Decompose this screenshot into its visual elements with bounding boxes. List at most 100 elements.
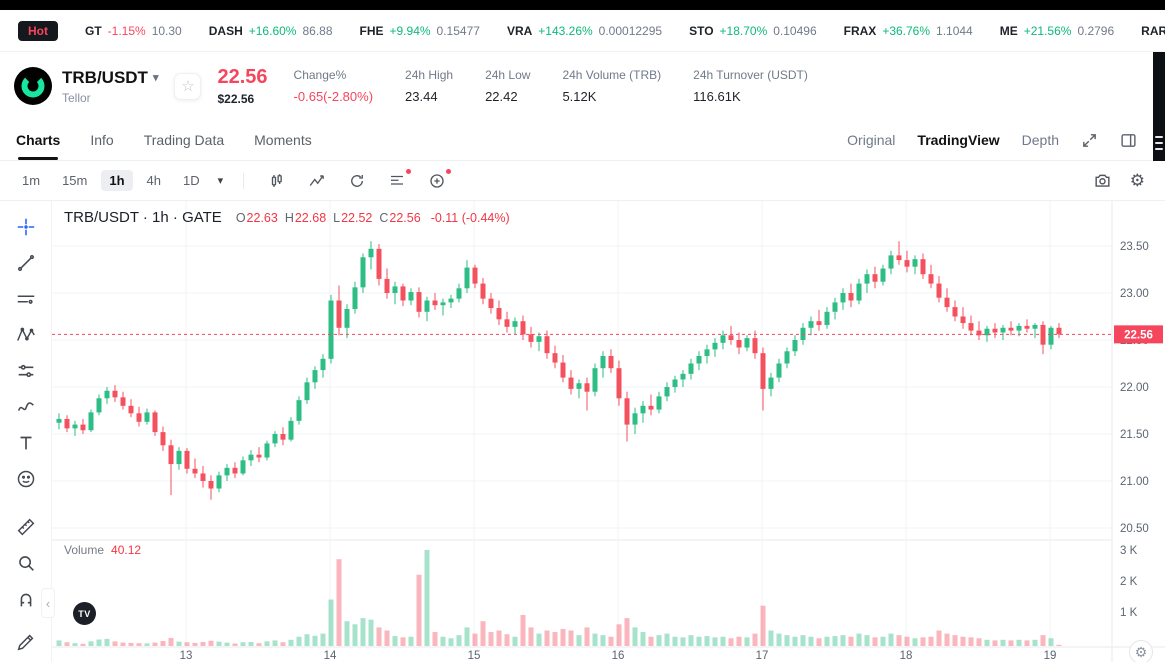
interval-1m[interactable]: 1m — [22, 173, 41, 188]
ticker-change: +16.60% — [248, 23, 297, 38]
sidebar-collapse-handle[interactable]: ‹ — [41, 588, 55, 618]
volume-bar — [72, 643, 78, 646]
zoom-tool-icon[interactable] — [12, 549, 40, 577]
interval-4h[interactable]: 4h — [146, 173, 161, 188]
interval-1h[interactable]: 1h — [101, 170, 133, 191]
main-tabs: Charts Info Trading Data Moments — [16, 120, 342, 160]
tab-moments[interactable]: Moments — [254, 132, 312, 148]
ticker-item-frax[interactable]: FRAX +36.76% 1.1044 — [844, 24, 973, 38]
candle-body — [928, 274, 934, 284]
hamburger-icon[interactable] — [1155, 136, 1163, 154]
ticker-item-fhe[interactable]: FHE +9.94% 0.15477 — [360, 24, 480, 38]
settings-gear-icon[interactable]: ⚙ — [1129, 171, 1145, 190]
volume-bar — [696, 636, 702, 646]
volume-bar — [624, 618, 630, 646]
pair-selector[interactable]: TRB/USDT ▾ — [62, 68, 158, 88]
candle-body — [720, 335, 726, 343]
candle-body — [744, 338, 750, 348]
volume-bar — [352, 624, 358, 646]
volume-bar — [312, 635, 318, 646]
candle-body — [856, 283, 862, 301]
ticker-item-dash[interactable]: DASH +16.60% 86.88 — [209, 24, 333, 38]
xabcd-pattern-tool-icon[interactable] — [12, 321, 40, 349]
candle-body — [464, 267, 470, 289]
indicators-icon[interactable] — [300, 172, 334, 190]
ticker-symbol: STO — [689, 23, 714, 38]
candle-body — [696, 355, 702, 364]
ticker-item-me[interactable]: ME +21.56% 0.2796 — [1000, 24, 1114, 38]
volume-bar — [608, 636, 614, 646]
pair-block: TRB/USDT ▾ Tellor — [62, 68, 158, 105]
candle-body — [136, 413, 142, 422]
candle-body — [912, 259, 918, 267]
time-axis-label: 14 — [324, 650, 337, 662]
emoji-tool-icon[interactable] — [12, 465, 40, 493]
candle-body — [424, 300, 430, 312]
view-option-depth[interactable]: Depth — [1021, 132, 1059, 148]
volume-axis-label: 1 K — [1120, 607, 1138, 619]
add-indicator-icon[interactable] — [420, 168, 454, 190]
volume-bar — [992, 640, 998, 646]
hot-badge[interactable]: Hot — [18, 20, 58, 41]
trend-line-tool-icon[interactable] — [12, 249, 40, 277]
time-axis-label: 16 — [612, 650, 625, 662]
volume-bar — [168, 637, 174, 646]
interval-15m[interactable]: 15m — [62, 173, 88, 188]
volume-bar — [88, 641, 94, 646]
volume-bar — [488, 632, 494, 646]
ticker-item-vra[interactable]: VRA +143.26% 0.00012295 — [507, 24, 662, 38]
stat-value: 23.44 — [405, 89, 438, 104]
volume-bar — [808, 636, 814, 646]
brush-tool-icon[interactable] — [12, 393, 40, 421]
candle-body — [184, 450, 190, 469]
volume-bar — [96, 639, 102, 646]
refresh-icon[interactable] — [340, 172, 374, 190]
ticker-price: 86.88 — [302, 23, 333, 38]
toolbar-right: ⚙ — [1085, 171, 1145, 190]
candle-style-icon[interactable] — [260, 172, 294, 190]
magnet-tool-icon[interactable] — [12, 585, 40, 613]
tab-charts[interactable]: Charts — [16, 120, 60, 160]
candle-body — [168, 445, 174, 465]
ticker-item-gt[interactable]: GT -1.15% 10.30 — [85, 24, 182, 38]
chart-settings-gear-icon[interactable]: ⚙ — [1129, 640, 1153, 662]
candle-body — [200, 473, 206, 481]
candle-body — [160, 432, 166, 446]
view-option-original[interactable]: Original — [847, 132, 896, 148]
fullscreen-icon[interactable] — [1081, 132, 1098, 149]
volume-layer — [56, 549, 1062, 646]
pencil-tool-icon[interactable] — [12, 628, 40, 656]
template-list-icon[interactable] — [380, 168, 414, 190]
gear-icon: ⚙ — [1134, 643, 1148, 660]
ticker-price: 10.30 — [151, 23, 182, 38]
candle-body — [1008, 327, 1014, 331]
interval-1d[interactable]: 1D — [183, 173, 200, 188]
ticker-symbol: GT — [85, 23, 102, 38]
ticker-item-sto[interactable]: STO +18.70% 0.10496 — [689, 24, 817, 38]
camera-icon[interactable] — [1085, 171, 1120, 190]
favorite-button[interactable]: ☆ — [174, 72, 202, 100]
layout-panel-icon[interactable] — [1120, 132, 1137, 149]
stat-label: 24h Volume (TRB) — [562, 68, 662, 82]
volume-bar — [816, 638, 822, 646]
interval-dropdown-icon[interactable]: ▾ — [217, 175, 224, 187]
ticker-change: -1.15% — [107, 23, 146, 38]
tab-trading-data[interactable]: Trading Data — [143, 132, 225, 148]
volume-bar — [1016, 639, 1022, 646]
horizontal-line-tool-icon[interactable] — [12, 285, 40, 313]
ticker-item-rare[interactable]: RARE+14.40%0.02771 — [1141, 24, 1165, 38]
tab-info[interactable]: Info — [90, 132, 114, 148]
candle-body — [400, 286, 406, 301]
forecast-tool-icon[interactable] — [12, 357, 40, 385]
ruler-tool-icon[interactable] — [12, 513, 40, 541]
volume-bar — [888, 633, 894, 646]
view-option-tradingview[interactable]: TradingView — [917, 132, 1000, 148]
candle-body — [840, 293, 846, 303]
pair-name: Tellor — [62, 90, 91, 105]
crosshair-tool-icon[interactable] — [12, 213, 40, 241]
stat-value: 5.12K — [562, 89, 597, 104]
volume-bar — [904, 636, 910, 646]
text-tool-icon[interactable] — [12, 429, 40, 457]
